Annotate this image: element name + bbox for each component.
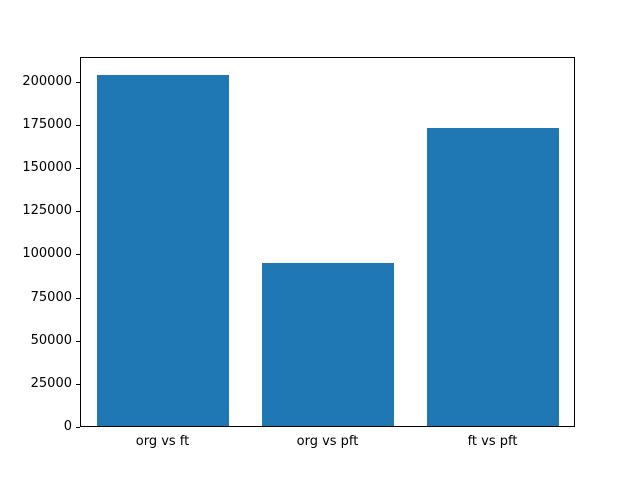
y-tick-mark [76,125,80,126]
y-tick-label: 25000 [30,376,72,391]
bar-ft-vs-pft [427,128,559,426]
y-tick-label: 0 [63,419,72,434]
y-tick-mark [76,254,80,255]
y-tick-mark [76,384,80,385]
y-tick-mark [76,341,80,342]
y-tick-label: 175000 [22,117,72,132]
bar-org-vs-ft [97,75,229,426]
y-tick-label: 100000 [22,246,72,261]
y-tick-mark [76,82,80,83]
x-tick-label: org vs ft [135,434,190,449]
y-tick-mark [76,168,80,169]
y-tick-mark [76,211,80,212]
y-tick-label: 125000 [22,203,72,218]
y-tick-mark [76,298,80,299]
x-tick-label: org vs pft [296,434,359,449]
bar-org-vs-pft [262,263,394,426]
y-tick-label: 150000 [22,160,72,175]
y-tick-label: 75000 [30,290,72,305]
x-tick-label: ft vs pft [467,434,518,449]
y-tick-label: 200000 [22,74,72,89]
y-tick-mark [76,427,80,428]
y-tick-label: 50000 [30,333,72,348]
